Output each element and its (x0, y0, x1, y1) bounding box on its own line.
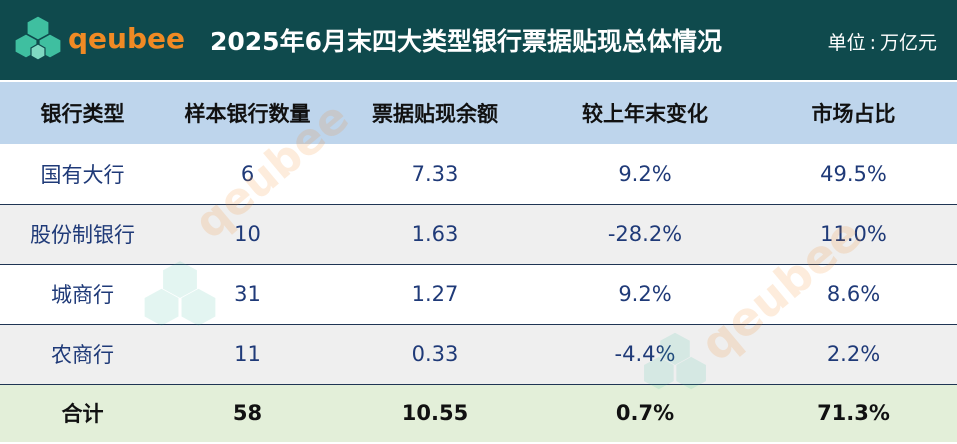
table-row: 国有大行 6 7.33 9.2% 49.5% (0, 144, 957, 204)
column-header-market-share: 市场占比 (811, 102, 896, 126)
table-row: 城商行 31 1.27 9.2% 8.6% (0, 264, 957, 324)
title-bar: qeubee 2025年6月末四大类型银行票据贴现总体情况 单位: 万亿元 (0, 0, 957, 80)
cell-market-share: 49.5% (820, 161, 887, 186)
cell-sample-count: 6 (240, 161, 255, 186)
cell-market-share: 2.2% (826, 342, 881, 366)
total-discount-balance: 10.55 (401, 401, 469, 426)
cell-discount-balance: 0.33 (411, 342, 459, 366)
hexagon-cubes-icon (14, 15, 62, 61)
brand-wordmark: qeubee (68, 22, 185, 55)
cell-discount-balance: 1.63 (411, 222, 459, 246)
cell-change: 9.2% (618, 161, 672, 186)
cell-sample-count: 31 (234, 282, 261, 306)
column-header-change: 较上年末变化 (582, 102, 708, 126)
unit-separator: : (869, 32, 876, 54)
unit-value: 万亿元 (879, 32, 937, 54)
brand-logo: qeubee (12, 14, 185, 66)
table-header-row: 银行类型 样本银行数量 票据贴现余额 较上年末变化 市场占比 (0, 82, 957, 144)
unit-label: 单位 (827, 32, 866, 54)
total-market-share: 71.3% (817, 401, 890, 426)
column-header-discount-balance: 票据贴现余额 (372, 102, 498, 126)
cell-discount-balance: 1.27 (411, 282, 459, 306)
cell-change: -4.4% (614, 342, 676, 366)
cell-bank-type: 农商行 (51, 343, 114, 367)
column-header-sample-count: 样本银行数量 (184, 102, 311, 126)
cell-market-share: 11.0% (820, 222, 887, 246)
total-sample-count: 58 (232, 401, 263, 426)
cell-sample-count: 10 (234, 222, 261, 246)
page-title: 2025年6月末四大类型银行票据贴现总体情况 (210, 27, 722, 56)
cell-discount-balance: 7.33 (411, 161, 459, 186)
cell-market-share: 8.6% (826, 282, 881, 306)
total-label: 合计 (61, 402, 104, 427)
column-header-bank-type: 银行类型 (40, 102, 125, 126)
cell-change: 9.2% (618, 282, 672, 306)
discount-summary-table: 银行类型 样本银行数量 票据贴现余额 较上年末变化 市场占比 国有大行 6 7.… (0, 82, 957, 442)
cell-bank-type: 城商行 (51, 283, 114, 307)
unit-note: 单位: 万亿元 (828, 28, 937, 55)
table-row: 农商行 11 0.33 -4.4% 2.2% (0, 324, 957, 384)
total-change: 0.7% (615, 401, 675, 426)
table-row: 股份制银行 10 1.63 -28.2% 11.0% (0, 204, 957, 264)
cell-sample-count: 11 (234, 342, 261, 366)
table-total-row: 合计 58 10.55 0.7% 71.3% (0, 384, 957, 442)
cell-change: -28.2% (607, 222, 683, 246)
cell-bank-type: 股份制银行 (30, 223, 135, 247)
cell-bank-type: 国有大行 (40, 162, 125, 187)
